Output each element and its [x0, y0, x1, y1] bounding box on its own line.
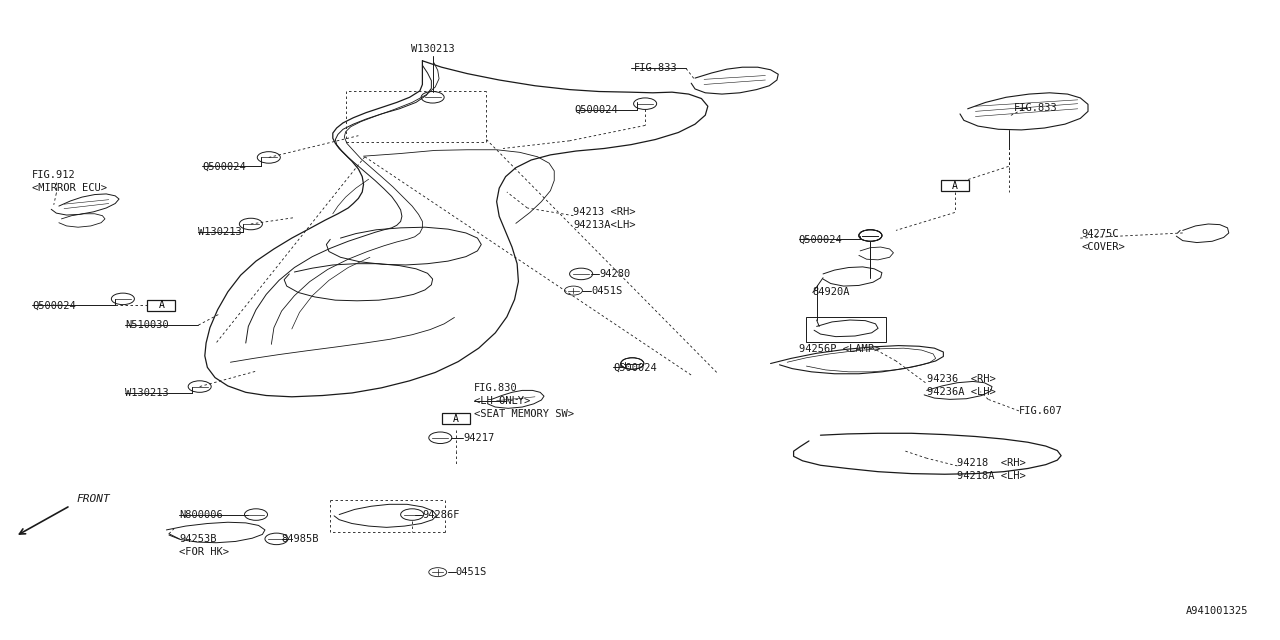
Text: <FOR HK>: <FOR HK>	[179, 547, 229, 557]
Text: 94280: 94280	[599, 269, 630, 279]
Text: 94213A<LH>: 94213A<LH>	[573, 220, 636, 230]
Text: <SEAT MEMORY SW>: <SEAT MEMORY SW>	[474, 409, 573, 419]
Text: 94253B: 94253B	[179, 534, 216, 544]
Text: A: A	[453, 413, 458, 424]
Text: 84985B: 84985B	[282, 534, 319, 544]
Text: 0451S: 0451S	[456, 567, 486, 577]
Text: Q500024: Q500024	[32, 300, 76, 310]
Text: Q500024: Q500024	[202, 161, 246, 172]
Text: Q500024: Q500024	[575, 105, 618, 115]
Text: Q500024: Q500024	[799, 234, 842, 244]
Bar	[806, 317, 886, 342]
Text: W130213: W130213	[411, 44, 454, 54]
Text: 94236  <RH>: 94236 <RH>	[927, 374, 996, 384]
Text: 94286F: 94286F	[422, 509, 460, 520]
Text: N800006: N800006	[179, 509, 223, 520]
Text: 94275C: 94275C	[1082, 229, 1119, 239]
Text: <COVER>: <COVER>	[1082, 242, 1125, 252]
Text: Q500024: Q500024	[613, 362, 657, 372]
Text: W130213: W130213	[125, 388, 169, 398]
Text: N510030: N510030	[125, 320, 169, 330]
Text: A: A	[952, 180, 957, 191]
Text: FIG.607: FIG.607	[1019, 406, 1062, 416]
Text: 94236A <LH>: 94236A <LH>	[927, 387, 996, 397]
Text: 94256P <LAMP>: 94256P <LAMP>	[799, 344, 879, 355]
Text: FIG.830: FIG.830	[474, 383, 517, 394]
Text: A: A	[159, 300, 164, 310]
Bar	[442, 413, 470, 424]
Text: 94217: 94217	[463, 433, 494, 443]
Text: 84920A: 84920A	[813, 287, 850, 298]
Text: 94218  <RH>: 94218 <RH>	[957, 458, 1027, 468]
Text: A941001325: A941001325	[1185, 605, 1248, 616]
Text: 0451S: 0451S	[591, 285, 622, 296]
Text: FRONT: FRONT	[77, 494, 110, 504]
Text: FIG.833: FIG.833	[634, 63, 677, 74]
Bar	[941, 180, 969, 191]
Text: <LH ONLY>: <LH ONLY>	[474, 396, 530, 406]
Text: <MIRROR ECU>: <MIRROR ECU>	[32, 183, 108, 193]
Text: 94213 <RH>: 94213 <RH>	[573, 207, 636, 218]
Text: W130213: W130213	[198, 227, 242, 237]
Text: FIG.912: FIG.912	[32, 170, 76, 180]
Text: FIG.833: FIG.833	[1014, 102, 1057, 113]
Text: 94218A <LH>: 94218A <LH>	[957, 470, 1027, 481]
Bar	[147, 300, 175, 311]
